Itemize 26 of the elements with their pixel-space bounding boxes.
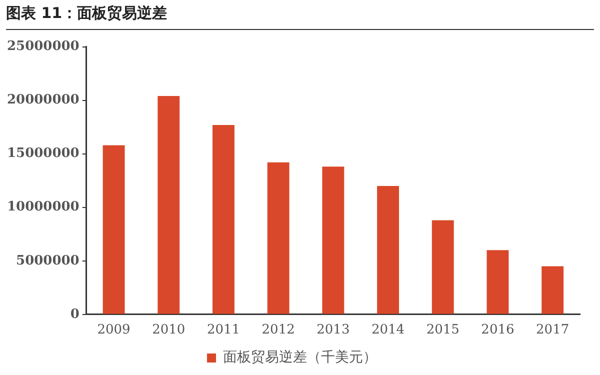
- x-tick-label: 2011: [206, 322, 240, 338]
- bar: [542, 266, 564, 314]
- x-tick-label: 2009: [97, 322, 130, 338]
- x-tick-label: 2016: [481, 322, 514, 338]
- x-tick-label: 2013: [316, 322, 350, 338]
- bar: [486, 250, 509, 314]
- bar: [158, 96, 180, 314]
- bar: [377, 186, 399, 314]
- y-tick-label: 10000000: [6, 200, 80, 215]
- y-tick-label: 25000000: [6, 39, 80, 54]
- y-tick-label: 5000000: [16, 253, 80, 268]
- bar: [322, 166, 344, 314]
- x-tick-label: 2015: [426, 322, 460, 338]
- bar: [212, 124, 234, 314]
- chart-title: 图表 11：面板贸易逆差: [6, 4, 594, 30]
- x-tick-label: 2014: [371, 322, 405, 338]
- x-tick-label: 2012: [262, 322, 295, 338]
- bar: [102, 145, 125, 314]
- y-tick-label: 15000000: [6, 146, 80, 162]
- x-tick-label: 2017: [536, 322, 570, 338]
- y-tick-label: 0: [70, 306, 80, 322]
- x-tick-label: 2010: [152, 322, 186, 338]
- y-tick-label: 20000000: [6, 92, 80, 108]
- bar: [432, 220, 454, 314]
- bar: [267, 162, 290, 314]
- legend-label: 面板贸易逆差（千美元）: [223, 350, 377, 366]
